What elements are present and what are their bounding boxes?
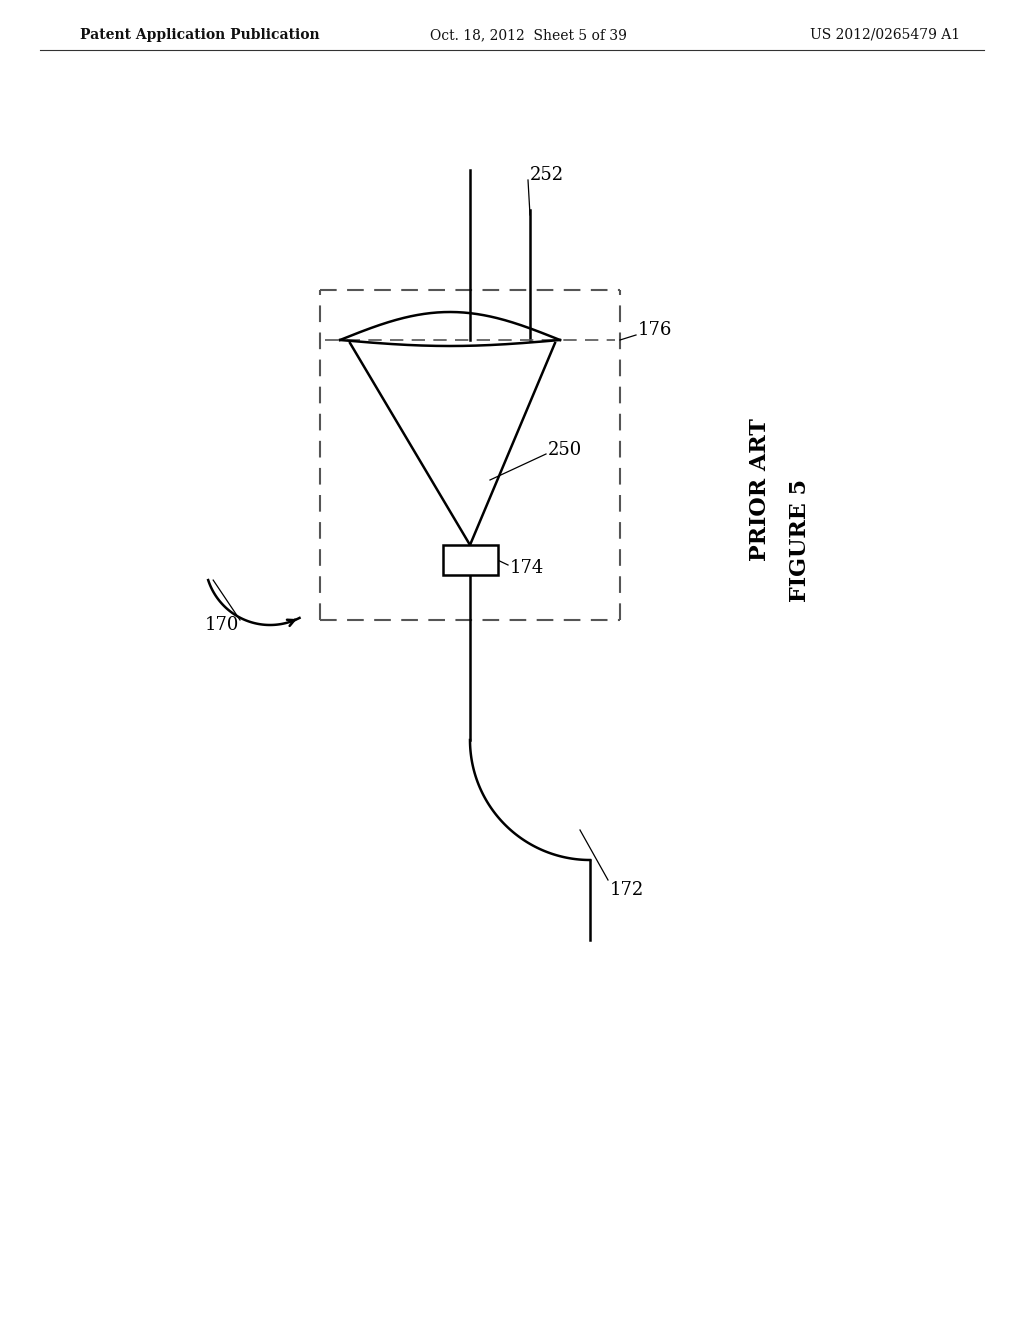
- Text: Oct. 18, 2012  Sheet 5 of 39: Oct. 18, 2012 Sheet 5 of 39: [430, 28, 627, 42]
- Text: 252: 252: [530, 166, 564, 183]
- Text: 250: 250: [548, 441, 583, 459]
- Text: US 2012/0265479 A1: US 2012/0265479 A1: [810, 28, 961, 42]
- Text: PRIOR ART: PRIOR ART: [749, 418, 771, 561]
- Text: FIGURE 5: FIGURE 5: [790, 479, 811, 602]
- Text: 170: 170: [205, 616, 240, 634]
- Text: 174: 174: [510, 558, 544, 577]
- Text: 172: 172: [610, 880, 644, 899]
- Text: Patent Application Publication: Patent Application Publication: [80, 28, 319, 42]
- Text: 176: 176: [638, 321, 673, 339]
- Bar: [442, 545, 498, 576]
